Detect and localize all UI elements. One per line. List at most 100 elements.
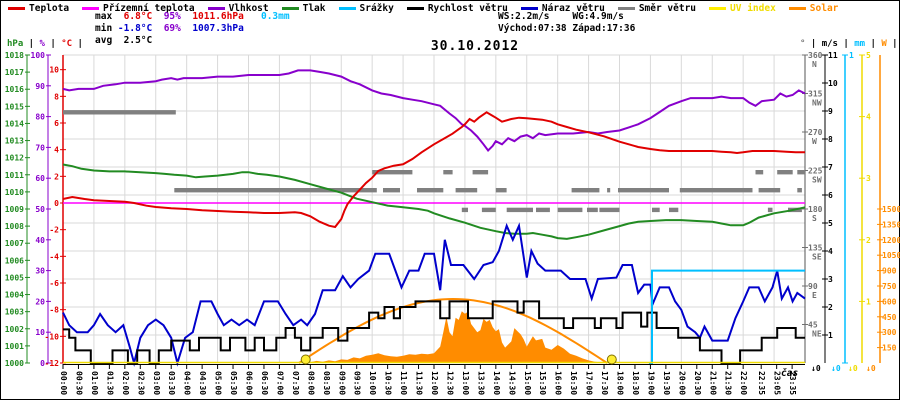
legend-label: Směr větru: [638, 3, 697, 14]
legend-item: Směr větru: [617, 3, 697, 14]
svg-text:1011: 1011: [5, 171, 24, 180]
svg-text:300: 300: [882, 328, 897, 337]
wind-gust-stat: WG:4.9m/s: [572, 11, 624, 22]
svg-text:2: 2: [828, 303, 833, 312]
svg-text:04:30: 04:30: [198, 371, 207, 395]
svg-text:6: 6: [54, 119, 59, 128]
svg-text:22:35: 22:35: [757, 371, 766, 395]
right-axis-units: ° | m/s | mm | W |: [800, 39, 900, 49]
svg-text:23:35: 23:35: [788, 371, 797, 395]
svg-text:1005: 1005: [5, 273, 24, 282]
max-temp: 6.8°C: [123, 11, 153, 22]
svg-text:8: 8: [54, 92, 59, 101]
axis-unit-label: mm: [854, 39, 866, 49]
svg-text:1008: 1008: [5, 222, 24, 231]
legend-item: Vlhkost: [207, 3, 269, 14]
svg-text:04:00: 04:00: [183, 371, 192, 395]
unit-separator: |: [44, 39, 62, 49]
svg-text:22:00: 22:00: [739, 371, 748, 395]
svg-text:450: 450: [882, 313, 897, 322]
svg-text:1500: 1500: [882, 205, 900, 214]
legend-label: Rychlost větru: [427, 3, 508, 14]
svg-text:13:30: 13:30: [476, 371, 485, 395]
axis-unit-label: m/s: [821, 39, 838, 49]
svg-text:1018: 1018: [5, 51, 24, 60]
svg-text:315: 315: [808, 90, 823, 99]
svg-text:10: 10: [49, 66, 59, 75]
svg-text:0: 0: [54, 199, 59, 208]
svg-text:11:00: 11:00: [399, 371, 408, 395]
svg-text:16:00: 16:00: [554, 371, 563, 395]
legend-swatch: [788, 7, 806, 10]
svg-text:11: 11: [828, 51, 838, 60]
svg-text:03:00: 03:00: [152, 371, 161, 395]
legend-item: Solar: [788, 3, 838, 14]
svg-text:↓0: ↓0: [831, 364, 841, 373]
svg-text:9: 9: [828, 107, 833, 116]
max-pressure: 1011.6hPa: [192, 11, 244, 22]
svg-text:10:00: 10:00: [368, 371, 377, 395]
svg-text:21:00: 21:00: [708, 371, 717, 395]
svg-text:17:30: 17:30: [600, 371, 609, 395]
svg-text:20:30: 20:30: [693, 371, 702, 395]
wind-speed-stat: WS:2.2m/s: [498, 11, 550, 22]
svg-text:↓0: ↓0: [848, 364, 858, 373]
legend-item: Tlak: [281, 3, 326, 14]
axis-unit-label: °: [800, 39, 806, 49]
svg-text:02:00: 02:00: [121, 371, 130, 395]
svg-text:45: 45: [808, 321, 818, 330]
svg-text:135: 135: [808, 244, 823, 253]
svg-text:-6: -6: [49, 279, 59, 288]
max-humidity: 95%: [163, 11, 181, 22]
sunset-stat: Západ:17:36: [572, 23, 636, 34]
svg-text:NW: NW: [812, 99, 822, 108]
legend-label: Teplota: [29, 3, 70, 14]
svg-text:05:30: 05:30: [229, 371, 238, 395]
svg-text:S: S: [812, 214, 817, 223]
axis-unit-label: hPa: [7, 39, 24, 49]
svg-text:4: 4: [866, 113, 871, 122]
sun-marker: [606, 354, 617, 365]
legend-item: Srážky: [338, 3, 394, 14]
legend-label: Náraz větru: [541, 3, 605, 14]
stats-sun-row: Východ:07:38 Západ:17:36: [498, 23, 635, 34]
svg-text:1016: 1016: [5, 85, 24, 94]
stats-max-row: max 6.8°C 95% 1011.6hPa 0.3mm: [95, 11, 290, 22]
legend-swatch: [207, 7, 225, 10]
svg-text:11:30: 11:30: [415, 371, 424, 395]
svg-text:07:30: 07:30: [291, 371, 300, 395]
unit-separator: |: [892, 39, 898, 49]
svg-text:18:30: 18:30: [631, 371, 640, 395]
svg-text:08:00: 08:00: [306, 371, 315, 395]
svg-text:18:00: 18:00: [616, 371, 625, 395]
svg-text:↓0: ↓0: [811, 364, 821, 373]
svg-text:2: 2: [866, 236, 871, 245]
svg-text:08:30: 08:30: [322, 371, 331, 395]
svg-text:1000: 1000: [5, 359, 24, 368]
svg-text:1015: 1015: [5, 102, 24, 111]
svg-text:1007: 1007: [5, 239, 24, 248]
axis-unit-label: °C: [61, 39, 73, 49]
svg-text:1350: 1350: [882, 220, 900, 229]
svg-text:8: 8: [828, 135, 833, 144]
svg-text:150: 150: [882, 344, 897, 353]
svg-text:80: 80: [35, 113, 45, 122]
svg-text:600: 600: [882, 297, 897, 306]
svg-text:↓0: ↓0: [866, 364, 876, 373]
svg-text:23:05: 23:05: [773, 371, 782, 395]
svg-text:4: 4: [54, 146, 59, 155]
svg-text:1: 1: [849, 51, 854, 60]
svg-text:17:00: 17:00: [585, 371, 594, 395]
svg-text:1003: 1003: [5, 308, 24, 317]
svg-text:180: 180: [808, 205, 823, 214]
sunrise-stat: Východ:07:38: [498, 23, 567, 34]
svg-text:12:30: 12:30: [446, 371, 455, 395]
legend: Teplota Přízemní teplota Vlhkost Tlak Srážky…: [8, 2, 892, 15]
max-label: max: [95, 11, 113, 22]
svg-text:50: 50: [35, 205, 45, 214]
svg-text:01:30: 01:30: [105, 371, 114, 395]
legend-swatch: [82, 7, 100, 10]
svg-text:15:00: 15:00: [523, 371, 532, 395]
svg-text:14:30: 14:30: [507, 371, 516, 395]
svg-text:15:30: 15:30: [538, 371, 547, 395]
